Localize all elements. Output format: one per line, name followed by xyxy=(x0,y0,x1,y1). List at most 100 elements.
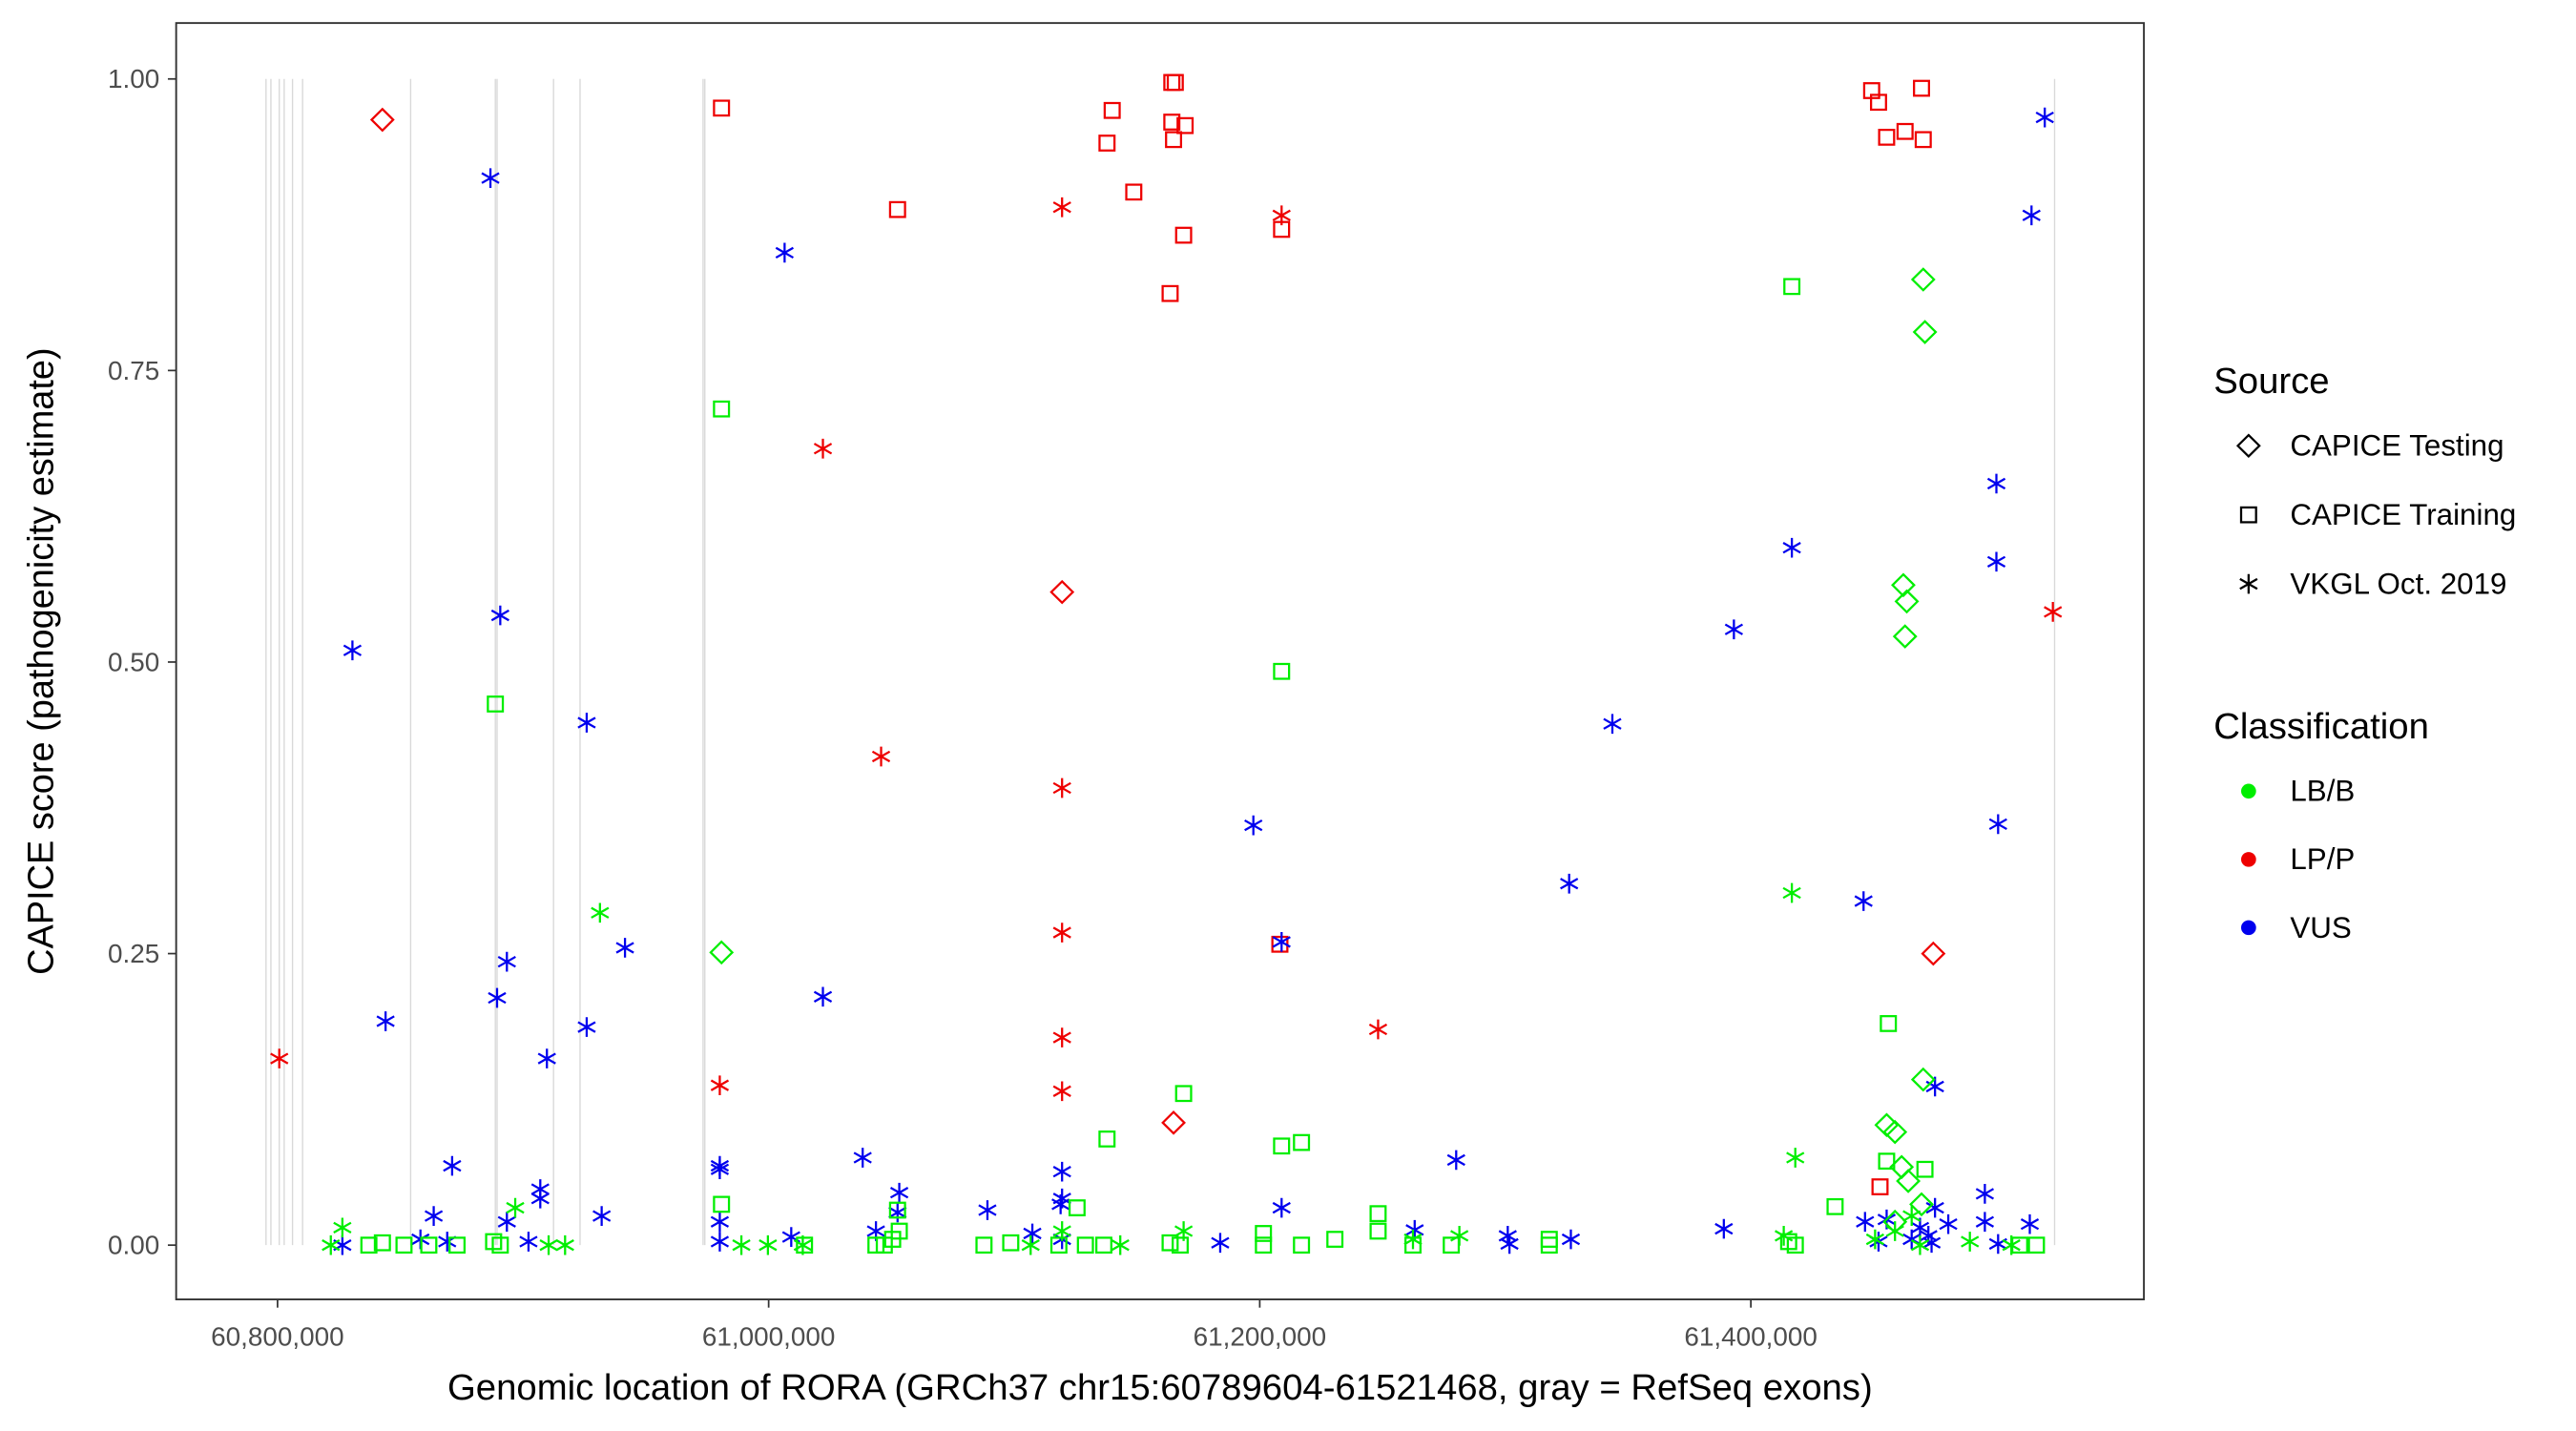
data-point xyxy=(360,1236,378,1255)
asterisk-marker xyxy=(1986,551,2006,572)
diamond-marker xyxy=(2235,433,2261,459)
data-point xyxy=(322,1234,341,1255)
data-point xyxy=(1174,1085,1193,1103)
square-marker xyxy=(1255,1225,1273,1242)
asterisk-marker xyxy=(1774,1226,1794,1246)
data-point xyxy=(592,1206,612,1226)
data-point xyxy=(1172,1236,1189,1255)
asterisk-marker xyxy=(813,438,833,459)
asterisk-marker xyxy=(1975,1184,1995,1204)
square-marker xyxy=(1293,1236,1311,1255)
data-point xyxy=(443,1155,462,1176)
data-point xyxy=(888,1201,906,1219)
square-marker xyxy=(1916,1160,1934,1178)
asterisk-marker xyxy=(1786,1148,1805,1168)
data-point xyxy=(1939,1213,1958,1234)
data-point xyxy=(1174,226,1193,244)
asterisk-marker xyxy=(1368,1019,1388,1040)
square-marker xyxy=(1166,73,1184,92)
legend: Source Classification CAPICE Testing CAPI… xyxy=(2213,361,2516,944)
series-LPP-diamond xyxy=(369,107,1946,1135)
data-point xyxy=(497,951,516,972)
data-point xyxy=(506,1197,525,1218)
square-marker xyxy=(2239,506,2257,524)
data-point xyxy=(1368,1019,1388,1040)
square-marker xyxy=(1878,1152,1896,1171)
square-marker xyxy=(1172,1236,1189,1255)
asterisk-marker xyxy=(2020,1213,2040,1234)
asterisk-marker xyxy=(506,1197,525,1218)
data-point xyxy=(1856,1212,1875,1233)
asterisk-marker xyxy=(1782,537,1801,558)
diamond-marker xyxy=(1161,1110,1186,1135)
data-point xyxy=(1103,101,1121,119)
data-point xyxy=(1916,1160,1934,1178)
diamond-marker xyxy=(1910,1067,1936,1092)
asterisk-marker xyxy=(490,605,509,626)
square-marker xyxy=(796,1236,814,1255)
data-points xyxy=(270,73,2063,1255)
y-tick-label: 1.00 xyxy=(108,64,159,93)
asterisk-marker xyxy=(1919,1226,1938,1246)
asterisk-marker xyxy=(270,1048,289,1068)
data-point xyxy=(1255,1225,1273,1242)
data-point xyxy=(1174,1221,1194,1241)
square-marker xyxy=(888,200,906,218)
square-marker xyxy=(373,1234,391,1252)
legend-class-label: LP/P xyxy=(2290,842,2355,876)
square-marker xyxy=(890,1222,908,1240)
data-point xyxy=(1782,882,1801,903)
data-point xyxy=(1561,1229,1581,1250)
y-axis: 0.00 0.25 0.50 0.75 1.00 xyxy=(108,64,177,1260)
data-point xyxy=(373,1234,391,1252)
data-point xyxy=(1774,1226,1794,1246)
square-marker xyxy=(1094,1236,1112,1255)
data-point xyxy=(1854,891,1873,911)
square-marker xyxy=(975,1236,993,1255)
square-marker xyxy=(1273,662,1291,680)
asterisk-marker xyxy=(813,986,833,1007)
asterisk-marker xyxy=(1244,815,1263,836)
asterisk-marker xyxy=(1052,197,1071,218)
square-marker xyxy=(1326,1231,1344,1248)
data-point xyxy=(1910,1234,1930,1255)
data-point xyxy=(1714,1218,1734,1239)
asterisk-marker xyxy=(1560,873,1579,894)
asterisk-marker xyxy=(322,1234,341,1255)
data-point xyxy=(1975,1184,1995,1204)
data-point xyxy=(1161,284,1179,302)
asterisk-marker xyxy=(1111,1234,1130,1255)
square-marker xyxy=(1369,1222,1387,1240)
legend-key-square xyxy=(2239,506,2257,524)
square-marker xyxy=(1165,131,1183,149)
asterisk-marker xyxy=(2022,205,2041,226)
diamond-marker xyxy=(709,940,735,965)
data-point xyxy=(1255,1236,1273,1255)
data-point xyxy=(1902,1206,1922,1226)
data-point xyxy=(888,200,906,218)
data-point xyxy=(537,1048,556,1068)
data-point xyxy=(1068,1199,1086,1216)
data-point xyxy=(890,1222,908,1240)
data-point xyxy=(1052,1221,1071,1241)
data-point xyxy=(448,1236,467,1255)
diamond-marker xyxy=(1894,589,1920,614)
square-marker xyxy=(713,1195,731,1213)
asterisk-marker xyxy=(1450,1226,1469,1246)
data-point xyxy=(758,1234,778,1255)
data-point xyxy=(1273,1137,1291,1155)
square-marker xyxy=(1880,1015,1898,1032)
data-point xyxy=(1869,93,1887,112)
data-point xyxy=(709,940,735,965)
asterisk-marker xyxy=(1500,1234,1519,1255)
diamond-marker xyxy=(1896,1169,1922,1193)
data-point xyxy=(1244,815,1263,836)
data-point xyxy=(775,242,794,263)
data-point xyxy=(1021,1234,1040,1255)
data-point xyxy=(1922,1233,1942,1254)
legend-classification-title: Classification xyxy=(2213,706,2429,747)
data-point xyxy=(1049,579,1075,605)
data-point xyxy=(1450,1226,1469,1246)
legend-class-label: LB/B xyxy=(2290,775,2355,808)
